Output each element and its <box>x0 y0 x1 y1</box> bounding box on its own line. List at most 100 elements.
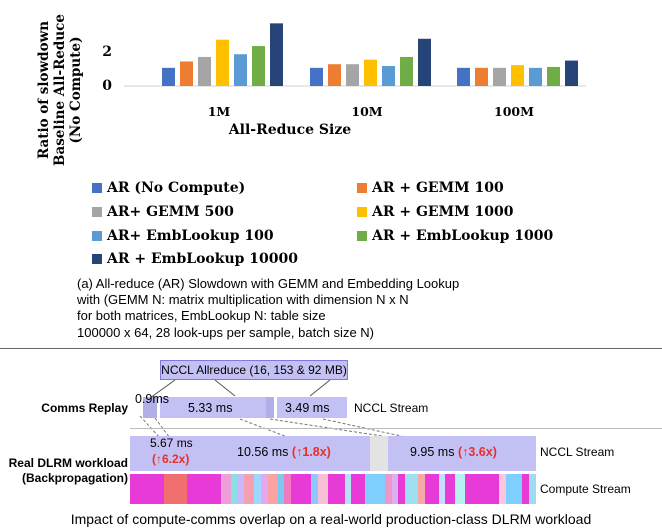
bar <box>400 56 413 86</box>
compute-kernel-block <box>522 474 530 504</box>
legend-item: AR + GEMM 1000 <box>357 204 513 220</box>
compute-stream-strip <box>130 474 536 504</box>
legend-label: AR+ EmbLookup 100 <box>107 228 274 244</box>
bar <box>310 67 323 86</box>
compute-kernel-block <box>344 474 352 504</box>
legend-swatch <box>357 231 367 241</box>
bar <box>418 38 431 86</box>
compute-kernel-block <box>230 474 238 504</box>
bar <box>529 67 542 86</box>
bar <box>547 66 560 86</box>
caption-line: (a) All-reduce (AR) Slowdown with GEMM a… <box>77 276 460 291</box>
compute-kernel-block <box>163 474 188 504</box>
compute-kernel-block <box>284 474 291 504</box>
dlrm-time-0: 5.67 ms <box>150 436 193 450</box>
bar <box>382 66 395 86</box>
legend-swatch <box>357 207 367 217</box>
caption-line: 100000 x 64, 28 look-ups per sample, bat… <box>77 324 375 340</box>
nccl-stream-label: NCCL Stream <box>540 445 615 459</box>
comms-time-1: 5.33 ms <box>188 401 233 415</box>
section-divider <box>0 348 662 349</box>
figure-caption: (a) All-reduce (AR) Slowdown with GEMM a… <box>77 276 459 341</box>
bar <box>565 60 578 86</box>
compute-kernel-block <box>317 474 328 504</box>
compute-kernel-block <box>425 474 439 504</box>
compute-kernel-block <box>290 474 312 504</box>
x-tick-label: 10M <box>351 104 383 119</box>
x-tick-label: 1M <box>207 104 231 119</box>
compute-kernel-block <box>260 474 268 504</box>
compute-kernel-block <box>418 474 426 504</box>
caption-line: with (GEMM N: matrix multiplication with… <box>77 292 409 308</box>
lane-divider <box>130 428 662 429</box>
bar-chart <box>124 23 586 87</box>
compute-stream-label: Compute Stream <box>540 482 631 496</box>
legend-item: AR + GEMM 100 <box>357 180 504 196</box>
legend-item: AR + EmbLookup 10000 <box>92 251 298 267</box>
y-tick-label: 2 <box>102 44 112 60</box>
legend-swatch <box>357 183 367 193</box>
comms-replay-label: Comms Replay <box>41 401 128 415</box>
compute-kernel-block <box>220 474 231 504</box>
bar <box>198 56 211 86</box>
compute-kernel-block <box>311 474 318 504</box>
compute-kernel-block <box>445 474 456 504</box>
comms-bar-0 <box>143 397 157 418</box>
bar <box>511 65 524 86</box>
comms-bar-2 <box>277 397 347 418</box>
bar <box>475 67 488 86</box>
legend-item: AR+ EmbLookup 100 <box>92 228 274 244</box>
compute-kernel-block <box>254 474 261 504</box>
comms-gap <box>266 397 274 418</box>
bar <box>252 46 265 86</box>
compute-kernel-block <box>384 474 392 504</box>
dlrm-ratio-0: (↑6.2x) <box>152 452 190 466</box>
compute-kernel-block <box>455 474 466 504</box>
nccl-allreduce-callout: NCCL Allreduce (16, 153 & 92 MB) <box>160 360 348 380</box>
bar <box>270 23 283 86</box>
bar <box>180 61 193 86</box>
dlrm-time-1: 10.56 ms (↑1.8x) <box>237 445 331 459</box>
legend-item: AR+ GEMM 500 <box>92 204 234 220</box>
compute-kernel-block <box>505 474 523 504</box>
x-tick-label: 100M <box>494 104 534 119</box>
compute-kernel-block <box>498 474 506 504</box>
x-axis-title: All-Reduce Size <box>228 122 352 138</box>
legend-swatch <box>92 183 102 193</box>
compute-kernel-block <box>465 474 499 504</box>
compute-kernel-block <box>130 474 164 504</box>
dlrm-time-2: 9.95 ms (↑3.6x) <box>410 445 497 459</box>
compute-kernel-block <box>244 474 255 504</box>
caption-line: for both matrices, EmbLookup N: table si… <box>77 308 326 324</box>
comms-time-2: 3.49 ms <box>285 401 330 415</box>
dlrm-label: Real DLRM workload (Backpropagation) <box>8 456 128 485</box>
dlrm-nccl-bar-2 <box>388 436 536 471</box>
bar <box>364 59 377 86</box>
dlrm-nccl-bar-1 <box>130 436 370 471</box>
bar <box>328 64 341 86</box>
compute-kernel-block <box>267 474 278 504</box>
compute-kernel-block <box>187 474 221 504</box>
bar <box>162 67 175 86</box>
comms-bar-1 <box>160 397 266 418</box>
legend-label: AR + EmbLookup 10000 <box>107 251 299 267</box>
bottom-caption: Impact of compute-comms overlap on a rea… <box>70 511 592 527</box>
compute-kernel-block <box>327 474 345 504</box>
legend-label: AR (No Compute) <box>107 180 246 196</box>
dlrm-gap <box>370 436 388 471</box>
legend-label: AR + GEMM 1000 <box>372 204 514 220</box>
legend-swatch <box>92 231 102 241</box>
legend-item: AR (No Compute) <box>92 180 245 196</box>
legend-label: AR + EmbLookup 1000 <box>372 228 554 244</box>
legend-swatch <box>92 254 102 264</box>
legend-label: AR + GEMM 100 <box>372 180 504 196</box>
nccl-stream-label: NCCL Stream <box>354 401 429 415</box>
compute-kernel-block <box>391 474 399 504</box>
bar <box>346 64 359 86</box>
bar <box>457 67 470 86</box>
compute-kernel-block <box>237 474 245 504</box>
y-tick-label: 0 <box>102 78 112 94</box>
bar <box>234 54 247 86</box>
bar <box>493 67 506 86</box>
bar <box>216 39 229 86</box>
